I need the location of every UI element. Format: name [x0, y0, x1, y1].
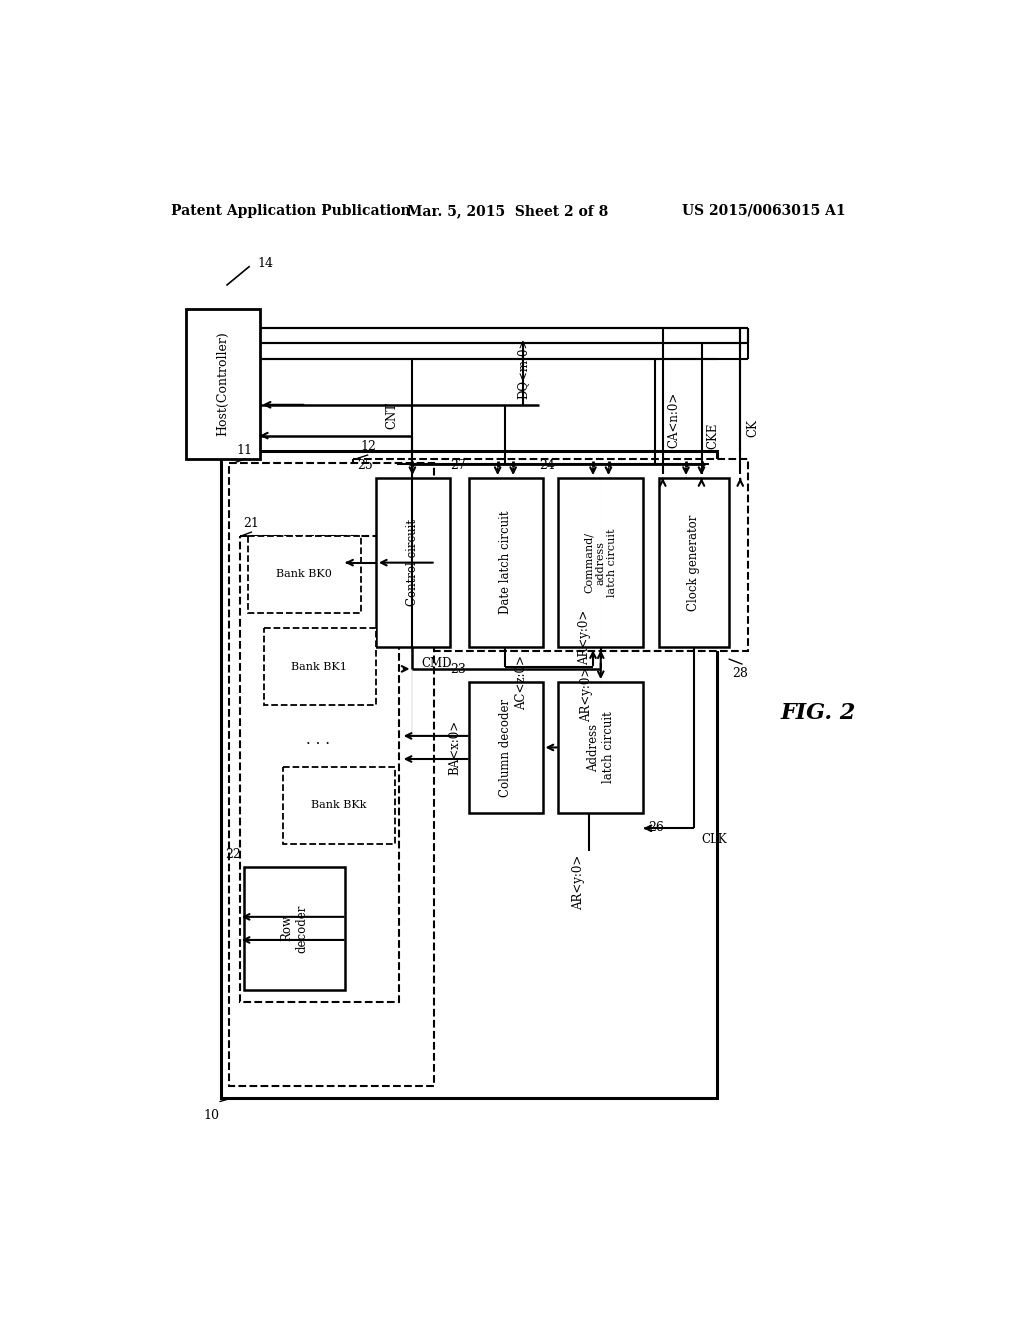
Bar — [228, 462, 434, 1086]
Bar — [245, 867, 345, 990]
Bar — [469, 478, 543, 647]
Text: CKE: CKE — [707, 422, 719, 449]
Text: Bank BKk: Bank BKk — [311, 800, 367, 810]
Text: Host(Controller): Host(Controller) — [216, 331, 229, 436]
Text: . . .: . . . — [306, 733, 330, 747]
Bar — [186, 309, 260, 459]
Text: 14: 14 — [257, 257, 273, 271]
Text: 12: 12 — [360, 441, 377, 453]
Text: AR<y:0>: AR<y:0> — [580, 667, 593, 722]
Text: 27: 27 — [451, 459, 466, 471]
Bar — [658, 478, 729, 647]
Text: US 2015/0063015 A1: US 2015/0063015 A1 — [682, 203, 846, 218]
Bar — [352, 459, 748, 651]
Text: CK: CK — [746, 418, 760, 437]
Text: CLK: CLK — [701, 833, 727, 846]
Text: DQ<m:0>: DQ<m:0> — [517, 338, 529, 399]
Text: 10: 10 — [204, 1109, 219, 1122]
Text: CMD: CMD — [422, 656, 453, 669]
Text: Address
latch circuit: Address latch circuit — [587, 711, 614, 783]
Text: Bank BK0: Bank BK0 — [276, 569, 332, 579]
Bar — [241, 536, 399, 1002]
Text: Control circuit: Control circuit — [406, 519, 419, 606]
Text: 28: 28 — [732, 667, 749, 680]
Text: 22: 22 — [225, 847, 241, 861]
Text: Row
decoder: Row decoder — [281, 904, 308, 953]
Bar — [283, 767, 395, 843]
Bar — [558, 478, 643, 647]
Text: Patent Application Publication: Patent Application Publication — [171, 203, 411, 218]
Bar — [221, 451, 717, 1098]
Text: Clock generator: Clock generator — [687, 515, 700, 611]
Text: Column decoder: Column decoder — [499, 698, 512, 796]
Bar — [558, 682, 643, 813]
Bar — [248, 536, 360, 612]
Text: 23: 23 — [450, 663, 466, 676]
Text: 26: 26 — [648, 821, 664, 834]
Text: BA<x:0>: BA<x:0> — [449, 719, 461, 775]
Text: CNT: CNT — [385, 403, 398, 429]
Bar — [469, 682, 543, 813]
Text: AR<y:0>: AR<y:0> — [579, 610, 592, 665]
Text: Command/
address
latch circuit: Command/ address latch circuit — [584, 528, 617, 597]
Text: Mar. 5, 2015  Sheet 2 of 8: Mar. 5, 2015 Sheet 2 of 8 — [408, 203, 608, 218]
Text: Date latch circuit: Date latch circuit — [499, 511, 512, 614]
Text: 24: 24 — [540, 459, 555, 471]
Bar — [376, 478, 450, 647]
Text: 21: 21 — [243, 517, 259, 531]
Text: AR<y:0>: AR<y:0> — [572, 855, 586, 911]
Text: 25: 25 — [357, 459, 373, 471]
Text: CA<n:0>: CA<n:0> — [668, 392, 680, 449]
Text: AC<z:0>: AC<z:0> — [515, 655, 527, 710]
Text: Bank BK1: Bank BK1 — [292, 661, 347, 672]
Text: FIG. 2: FIG. 2 — [780, 702, 855, 723]
Bar — [263, 628, 376, 705]
Text: 11: 11 — [237, 444, 253, 457]
